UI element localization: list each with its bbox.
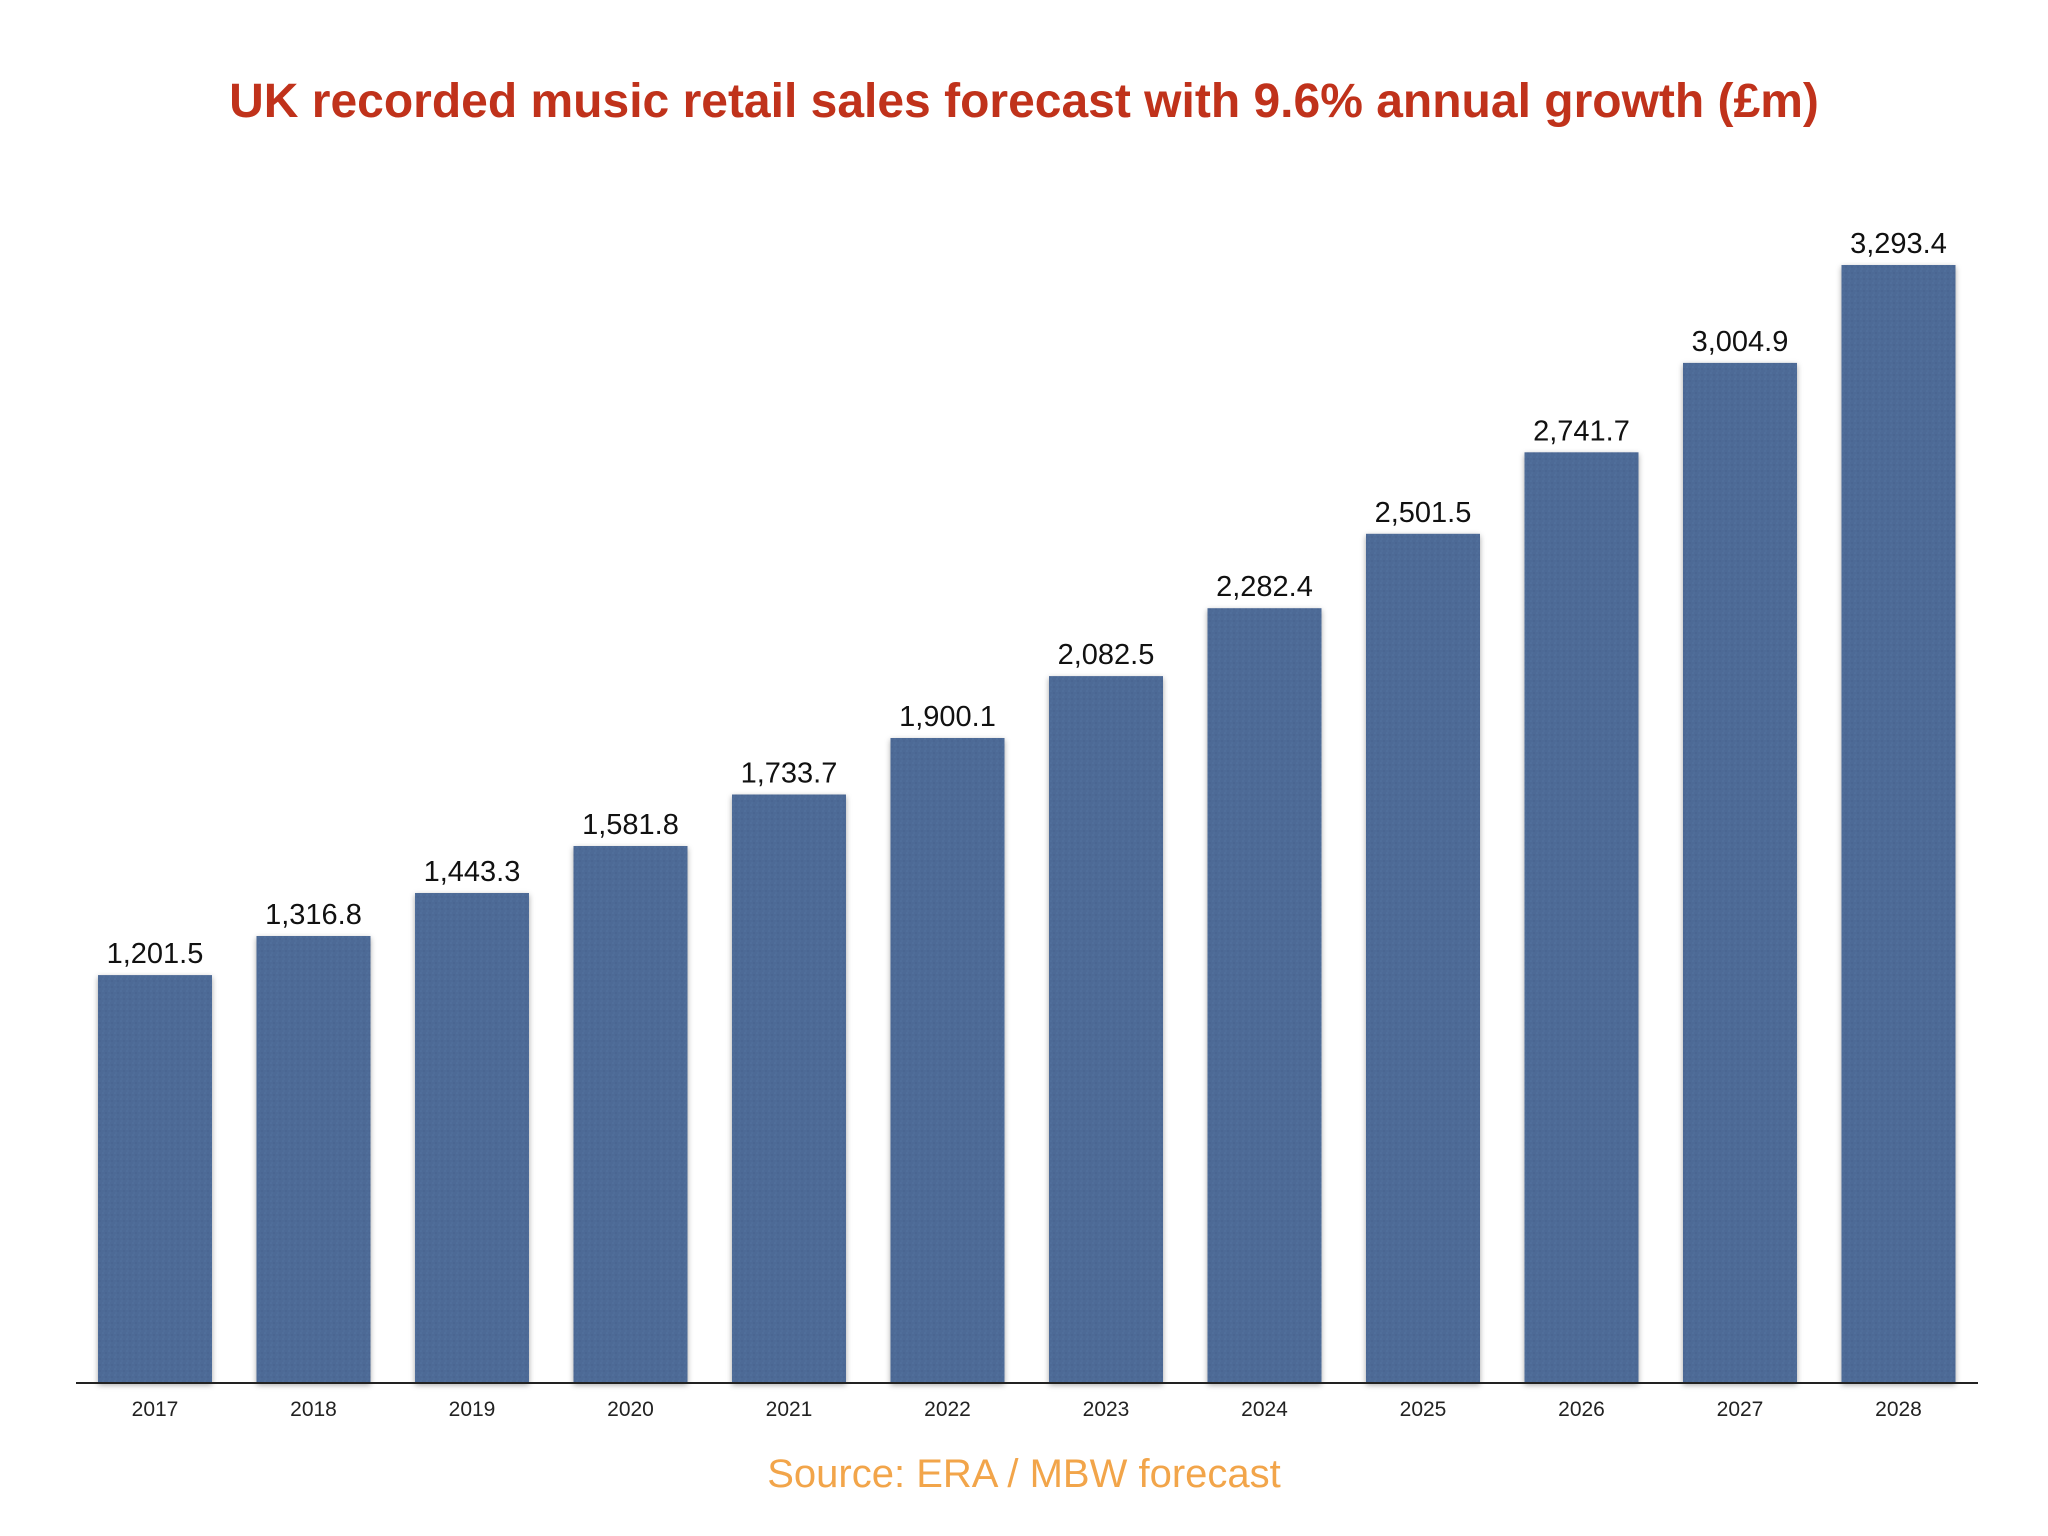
- x-tick-label-2027: 2027: [1717, 1398, 1764, 1421]
- value-label-2018: 1,316.8: [265, 899, 362, 931]
- bars-layer: [98, 265, 1956, 1383]
- x-tick-label-2017: 2017: [132, 1398, 179, 1421]
- x-tick-label-2018: 2018: [290, 1398, 337, 1421]
- x-tick-label-2020: 2020: [607, 1398, 654, 1421]
- value-label-2026: 2,741.7: [1533, 415, 1630, 447]
- x-tick-label-2021: 2021: [766, 1398, 813, 1421]
- bar-2028: [1841, 265, 1956, 1383]
- value-label-2025: 2,501.5: [1375, 497, 1472, 529]
- x-tick-label-2019: 2019: [449, 1398, 496, 1421]
- value-label-2019: 1,443.3: [424, 856, 521, 888]
- value-label-2020: 1,581.8: [582, 809, 679, 841]
- source-note: Source: ERA / MBW forecast: [767, 1452, 1281, 1496]
- value-label-2028: 3,293.4: [1850, 228, 1947, 260]
- bar-2021: [732, 794, 846, 1383]
- value-label-2024: 2,282.4: [1216, 571, 1313, 603]
- x-tick-label-2023: 2023: [1083, 1398, 1130, 1421]
- value-label-2027: 3,004.9: [1692, 326, 1789, 358]
- bar-2017: [98, 975, 212, 1383]
- x-tick-label-2025: 2025: [1400, 1398, 1447, 1421]
- bar-2019: [415, 893, 529, 1383]
- bar-2022: [890, 738, 1005, 1383]
- value-label-2021: 1,733.7: [741, 758, 838, 790]
- x-tick-label-2024: 2024: [1241, 1398, 1288, 1421]
- bar-2025: [1366, 533, 1480, 1383]
- bar-2020: [573, 846, 688, 1383]
- chart-title: UK recorded music retail sales forecast …: [229, 75, 1819, 128]
- x-tick-label-2022: 2022: [924, 1398, 971, 1421]
- bar-2023: [1049, 676, 1163, 1383]
- value-labels-layer: 1,201.5 1,316.8 1,443.3 1,581.8 1,733.7 1,900…: [107, 228, 1947, 970]
- bar-2027: [1683, 362, 1797, 1383]
- value-label-2017: 1,201.5: [107, 938, 204, 970]
- value-label-2023: 2,082.5: [1058, 639, 1155, 671]
- bar-2018: [256, 936, 371, 1383]
- x-tick-label-2028: 2028: [1875, 1398, 1922, 1421]
- x-axis-tick-labels: 2017 2018 2019 2020 2021 2022 2023 2024 2025 2026…: [132, 1398, 1922, 1421]
- value-label-2022: 1,900.1: [899, 701, 996, 733]
- x-tick-label-2026: 2026: [1558, 1398, 1605, 1421]
- bar-2024: [1207, 608, 1322, 1383]
- bar-2026: [1524, 452, 1639, 1383]
